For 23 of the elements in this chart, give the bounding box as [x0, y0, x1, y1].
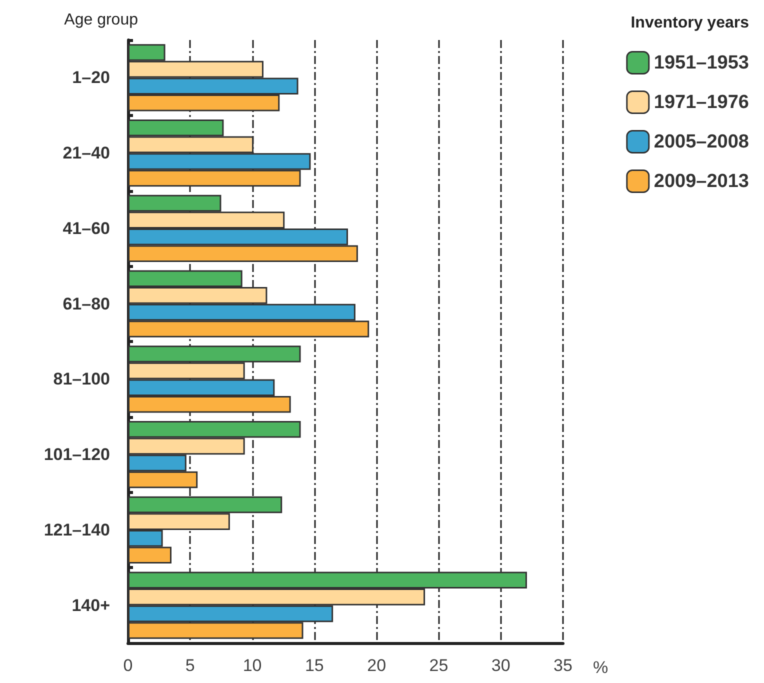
x-tick-label: 15 — [304, 656, 324, 675]
x-tick-label: 0 — [123, 656, 133, 675]
legend-label: 1951–1953 — [654, 52, 750, 74]
legend-label: 2005–2008 — [654, 131, 750, 152]
x-tick-label: 25 — [429, 656, 448, 675]
x-tick-label: 5 — [185, 656, 195, 675]
y-tick-label: 1–20 — [72, 68, 110, 88]
x-tick-label: 20 — [367, 656, 386, 675]
x-axis-title: % — [593, 658, 608, 677]
y-tick-label: 61–80 — [62, 294, 110, 314]
legend-label: 1971–1976 — [654, 92, 750, 113]
y-tick-label: 101–120 — [44, 445, 110, 464]
y-tick-label: 121–140 — [44, 520, 110, 540]
y-tick-label: 41–60 — [62, 218, 110, 238]
x-tick-label: 30 — [491, 656, 510, 675]
y-tick-label: 81–100 — [53, 370, 110, 389]
legend-title: Inventory years — [630, 14, 750, 32]
y-tick-label: 21–40 — [62, 144, 110, 163]
legend-label: 2009–2013 — [654, 170, 750, 192]
x-tick-label: 10 — [242, 656, 262, 675]
x-tick-label: 35 — [554, 656, 572, 675]
y-axis-title: Age group — [64, 12, 138, 28]
y-tick-label: 140+ — [72, 596, 110, 615]
